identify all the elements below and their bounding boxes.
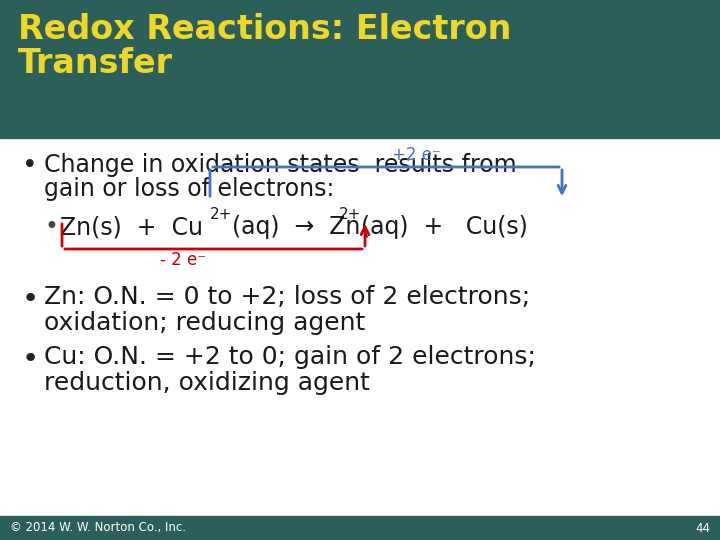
Text: 44: 44: [695, 522, 710, 535]
Text: © 2014 W. W. Norton Co., Inc.: © 2014 W. W. Norton Co., Inc.: [10, 522, 186, 535]
Text: Redox Reactions: Electron: Redox Reactions: Electron: [18, 13, 511, 46]
Bar: [0, 0, 720, 138]
Text: Zn(s)  +  Cu: Zn(s) + Cu: [60, 215, 203, 239]
Text: •: •: [22, 345, 40, 373]
Text: (aq)  +   Cu(s): (aq) + Cu(s): [361, 215, 528, 239]
Text: +2 e⁻: +2 e⁻: [392, 146, 441, 164]
Text: Change in oxidation states  results from: Change in oxidation states results from: [44, 153, 517, 177]
Text: (aq)  →  Zn: (aq) → Zn: [232, 215, 361, 239]
Text: •: •: [22, 285, 40, 313]
Text: oxidation; reducing agent: oxidation; reducing agent: [44, 311, 365, 335]
Text: reduction, oxidizing agent: reduction, oxidizing agent: [44, 371, 370, 395]
Text: •: •: [44, 215, 58, 239]
Text: Transfer: Transfer: [18, 47, 173, 80]
Text: •: •: [22, 153, 37, 179]
Text: gain or loss of electrons:: gain or loss of electrons:: [44, 177, 334, 201]
Text: Cu: O.N. = +2 to 0; gain of 2 electrons;: Cu: O.N. = +2 to 0; gain of 2 electrons;: [44, 345, 536, 369]
Text: Zn: O.N. = 0 to +2; loss of 2 electrons;: Zn: O.N. = 0 to +2; loss of 2 electrons;: [44, 285, 530, 309]
Text: 2+: 2+: [210, 207, 233, 222]
Text: 2+: 2+: [339, 207, 361, 222]
Bar: [0, 516, 720, 540]
Text: - 2 e⁻: - 2 e⁻: [161, 251, 207, 269]
